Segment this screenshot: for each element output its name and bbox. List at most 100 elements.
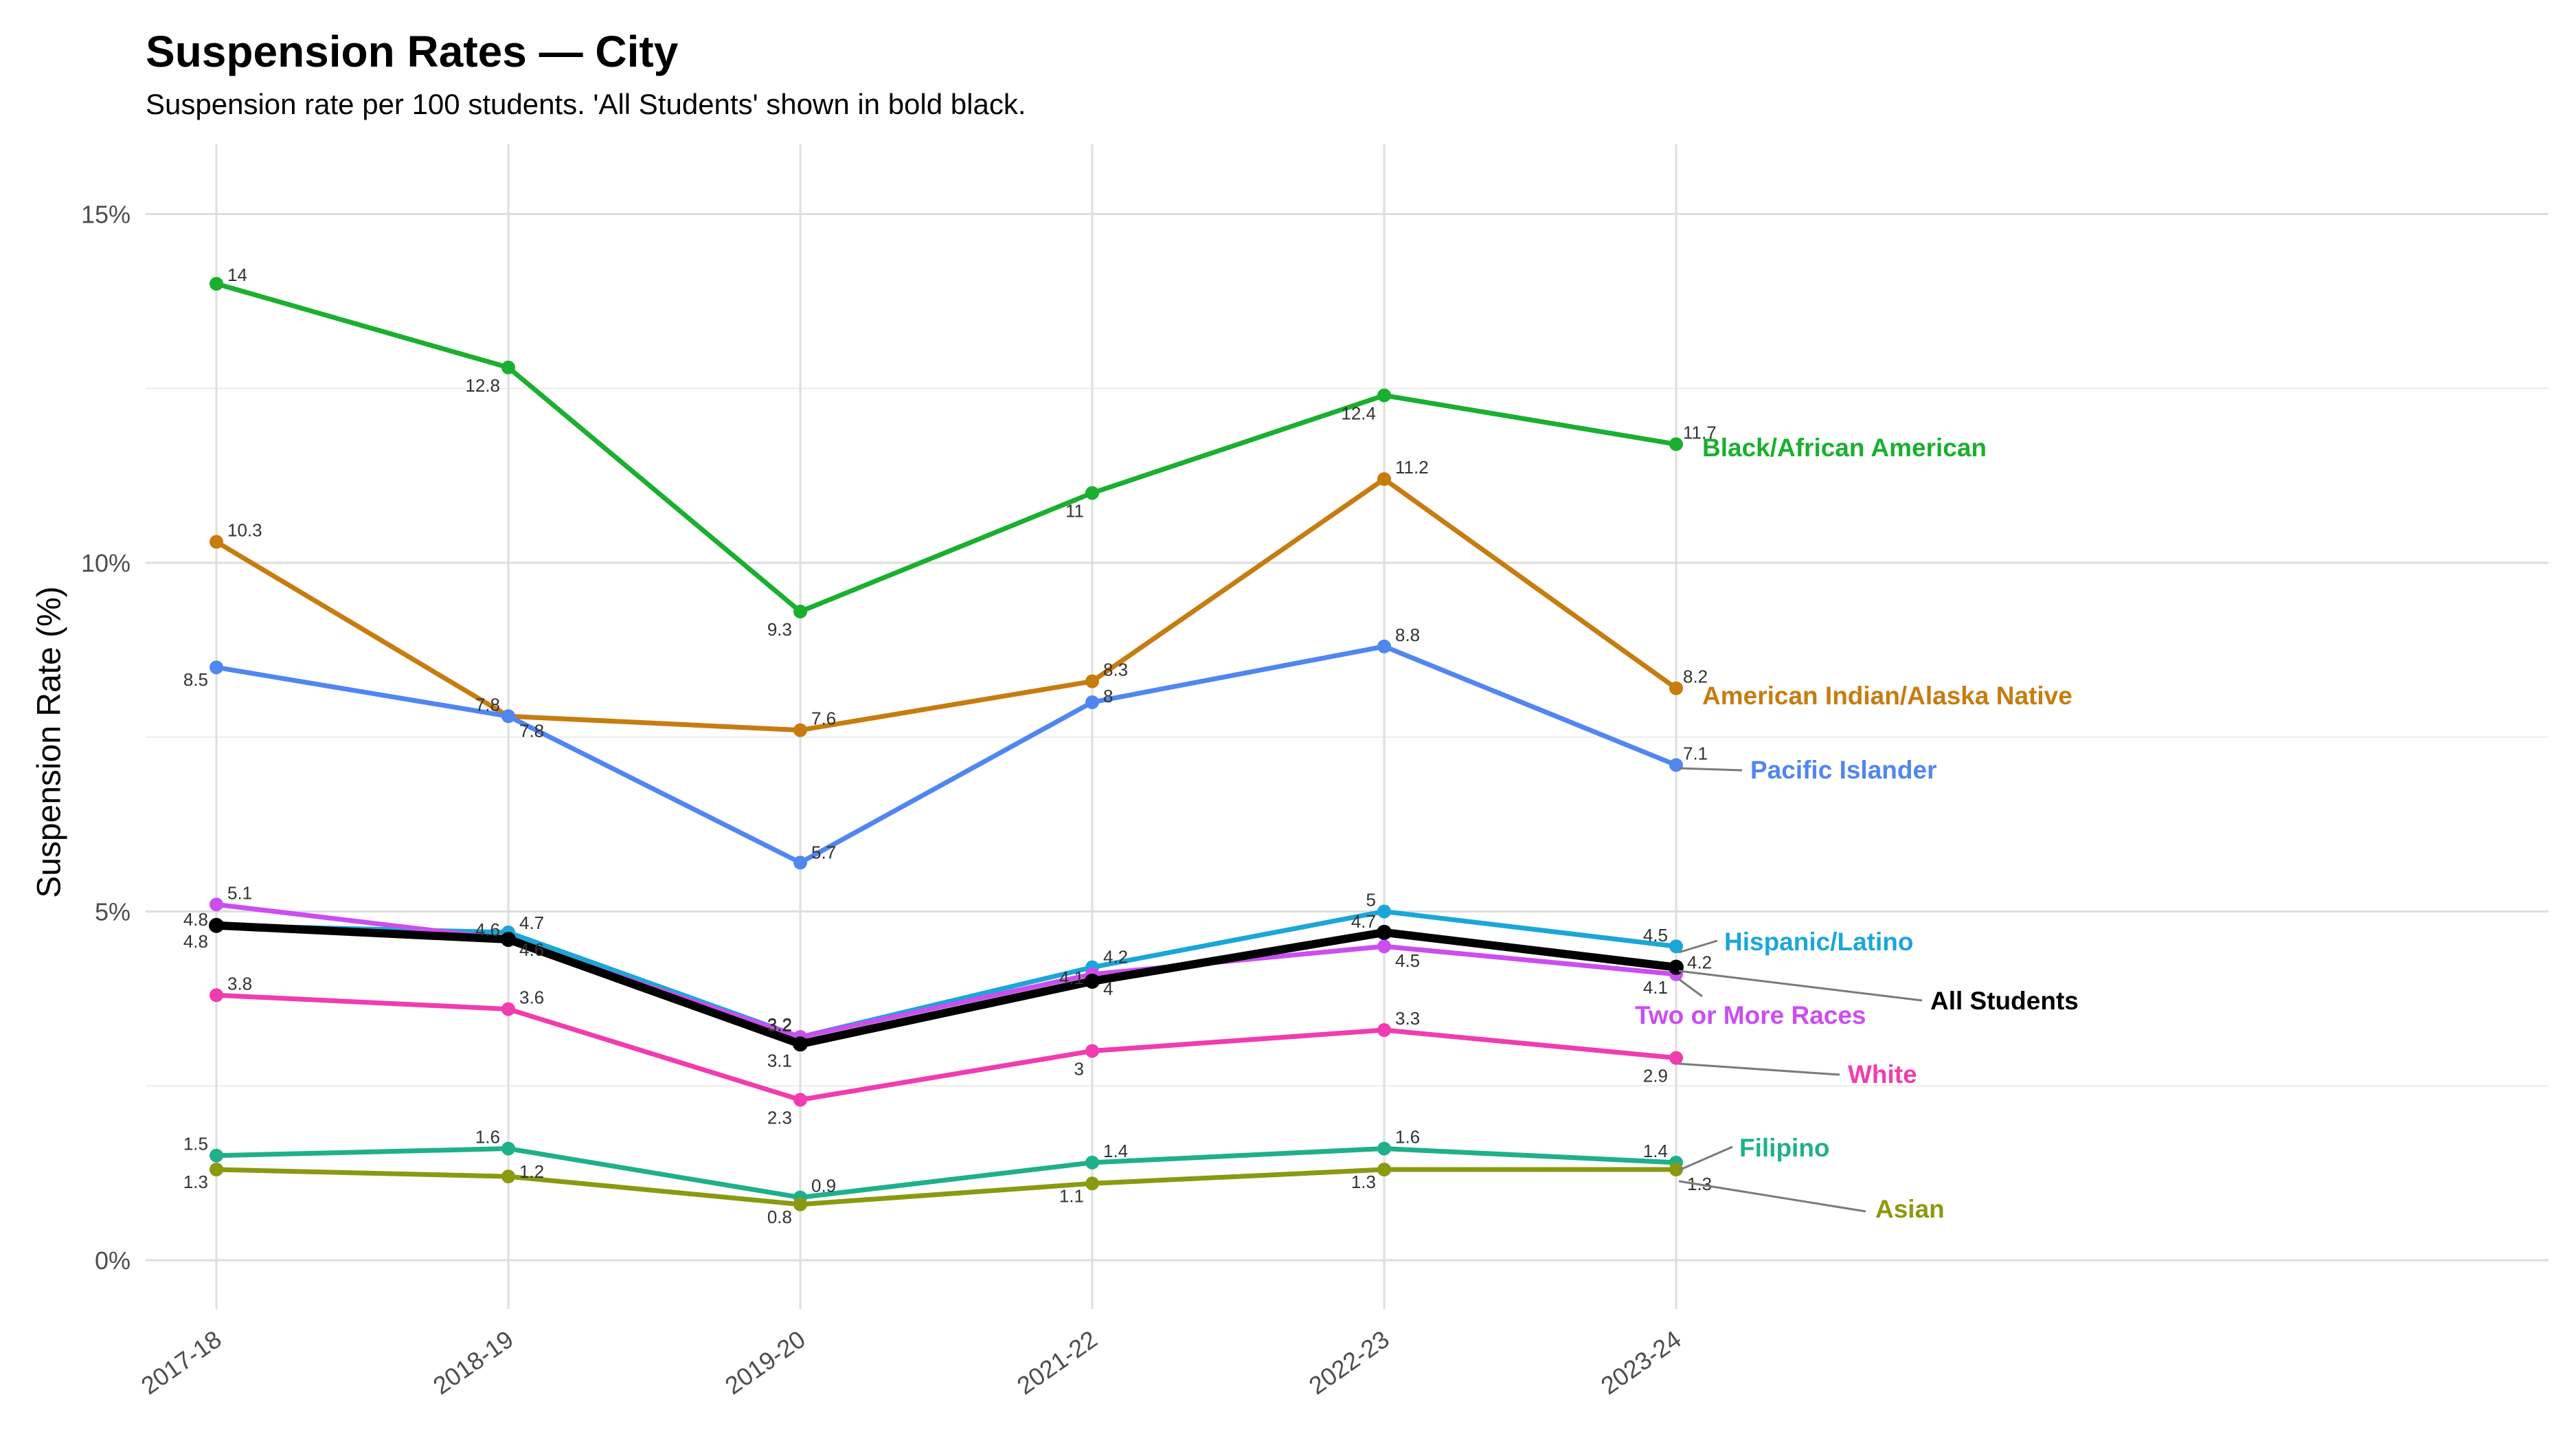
series-label-connector: [1678, 1180, 1866, 1213]
data-point-filipino: [1377, 1141, 1391, 1156]
data-point-all-students: [1377, 924, 1392, 940]
data-point-black-african-american: [1669, 437, 1683, 451]
point-label-two-or-more-races: 4.1: [1059, 967, 1084, 988]
point-label-american-indian-alaska-native: 7.8: [475, 694, 500, 715]
data-point-two-or-more-races: [1377, 939, 1391, 954]
series-label-pacific-islander: Pacific Islander: [1750, 756, 1936, 784]
point-label-asian: 1.3: [183, 1172, 208, 1192]
point-label-american-indian-alaska-native: 11.2: [1395, 457, 1429, 478]
series-line-filipino: [214, 1146, 1679, 1200]
point-label-american-indian-alaska-native: 8.3: [1103, 660, 1128, 680]
point-label-pacific-islander: 7.1: [1683, 743, 1708, 763]
point-label-all-students: 4.2: [1687, 952, 1712, 973]
point-label-all-students: 3.1: [767, 1050, 792, 1071]
x-axis-ticks: 2017-18 2018-19 2019-20 2021-22 2022-23 2023-…: [136, 1325, 1686, 1400]
point-labels: 14 12.8 9.3 11 12.4 11.7 10.3 7.8 7.6 8.3 11.2 8.2 8…: [183, 265, 1717, 1227]
series-line-american-indian-alaska-native: [214, 476, 1679, 733]
data-point-white: [501, 1002, 515, 1016]
data-point-white: [1377, 1023, 1391, 1038]
point-label-american-indian-alaska-native: 10.3: [227, 520, 262, 541]
point-label-all-students: 4.7: [1351, 911, 1376, 932]
point-label-two-or-more-races: 4.5: [1395, 950, 1420, 971]
point-label-american-indian-alaska-native: 7.6: [811, 708, 836, 729]
data-point-white: [210, 988, 223, 1003]
data-point-pacific-islander: [1669, 758, 1683, 772]
data-point-asian: [793, 1197, 807, 1211]
series-label-connector: [1678, 970, 1923, 1002]
data-point-black-african-american: [1377, 388, 1391, 403]
point-label-filipino: 1.4: [1643, 1141, 1668, 1161]
data-point-all-students: [1669, 959, 1684, 975]
series-line-pacific-islander: [214, 644, 1679, 865]
x-tick-label: 2018-19: [428, 1325, 519, 1400]
point-label-two-or-more-races: 4.6: [475, 919, 500, 940]
data-point-pacific-islander: [793, 855, 807, 870]
point-label-two-or-more-races: 4.1: [1643, 977, 1668, 998]
point-label-white: 3: [1074, 1058, 1084, 1079]
point-label-white: 3.6: [519, 987, 544, 1008]
grid: [146, 144, 2549, 1309]
point-label-black-african-american: 12.4: [1341, 403, 1376, 423]
data-point-filipino: [210, 1148, 223, 1163]
series-label-hispanic-latino: Hispanic/Latino: [1724, 928, 1913, 956]
x-tick-label: 2017-18: [136, 1325, 227, 1400]
point-label-hispanic-latino: 4.2: [1103, 947, 1128, 967]
point-label-filipino: 0.9: [811, 1176, 836, 1196]
data-point-american-indian-alaska-native: [210, 535, 223, 549]
series-line-two-or-more-races: [214, 902, 1679, 1040]
series-label-all-students: All Students: [1930, 987, 2079, 1015]
data-point-asian: [1669, 1163, 1683, 1177]
point-label-pacific-islander: 8.8: [1395, 625, 1420, 645]
data-point-two-or-more-races: [210, 897, 223, 912]
series-label-black-african-american: Black/African American: [1702, 434, 1987, 462]
point-label-pacific-islander: 8: [1103, 686, 1113, 706]
point-label-white: 2.9: [1643, 1066, 1668, 1086]
series-labels: Black/African American American Indian/Al…: [1635, 434, 2079, 1223]
point-label-black-african-american: 9.3: [767, 619, 792, 640]
y-tick-label: 5%: [95, 897, 131, 926]
data-point-filipino: [1085, 1155, 1099, 1170]
data-point-pacific-islander: [1377, 639, 1391, 653]
point-label-hispanic-latino: 3.2: [767, 1014, 792, 1035]
point-label-two-or-more-races: 5.1: [227, 882, 252, 903]
x-tick-label: 2023-24: [1596, 1325, 1686, 1400]
point-label-pacific-islander: 5.7: [811, 842, 836, 862]
data-point-all-students: [793, 1036, 808, 1052]
chart-subtitle: Suspension rate per 100 students. 'All S…: [146, 88, 1026, 120]
series-label-white: White: [1848, 1060, 1917, 1088]
data-point-american-indian-alaska-native: [1669, 681, 1683, 695]
point-label-asian: 1.3: [1351, 1172, 1376, 1192]
series-label-connector: [1678, 939, 1718, 954]
series-label-american-indian-alaska-native: American Indian/Alaska Native: [1702, 682, 2072, 710]
data-point-hispanic-latino: [1669, 939, 1683, 954]
data-point-all-students: [1085, 973, 1100, 989]
series-line-asian: [214, 1167, 1679, 1207]
point-label-filipino: 1.4: [1103, 1141, 1128, 1161]
point-label-all-students: 4.6: [519, 939, 544, 960]
x-tick-label: 2021-22: [1012, 1325, 1103, 1400]
series-line-black-african-american: [214, 281, 1679, 614]
data-point-white: [1669, 1051, 1683, 1065]
data-point-white: [1085, 1044, 1099, 1058]
data-point-all-students: [209, 917, 224, 933]
point-label-all-students: 4: [1103, 978, 1113, 999]
point-label-hispanic-latino: 5: [1366, 889, 1376, 910]
series-label-connector: [1678, 1145, 1733, 1172]
series-line-all-students: [212, 921, 1680, 1049]
point-label-white: 2.3: [767, 1108, 792, 1128]
point-label-asian: 1.2: [519, 1161, 544, 1182]
series-label-two-or-more-races: Two or More Races: [1635, 1001, 1866, 1029]
point-label-black-african-american: 11.7: [1683, 422, 1717, 443]
y-axis-ticks: 0% 5% 10% 15%: [81, 200, 131, 1274]
data-point-asian: [210, 1163, 223, 1177]
point-label-black-african-american: 14: [227, 265, 247, 285]
series-label-connector: [1678, 767, 1743, 772]
series-label-asian: Asian: [1875, 1195, 1945, 1223]
x-tick-label: 2022-23: [1304, 1325, 1394, 1400]
series-line-white: [214, 992, 1679, 1103]
data-point-black-african-american: [210, 276, 223, 291]
point-label-pacific-islander: 7.8: [519, 720, 544, 741]
point-label-filipino: 1.6: [475, 1127, 500, 1148]
data-point-all-students: [501, 932, 516, 948]
